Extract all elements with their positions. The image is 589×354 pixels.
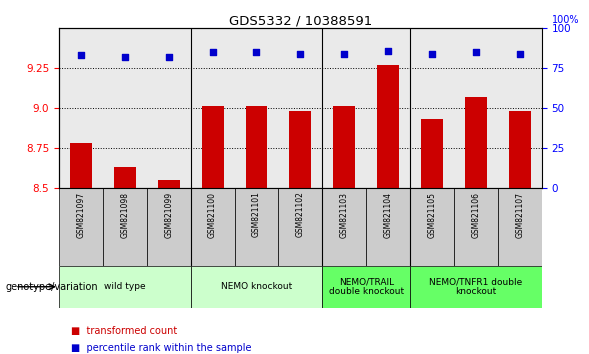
Text: GSM821100: GSM821100	[208, 192, 217, 238]
Text: genotype/variation: genotype/variation	[6, 282, 98, 292]
Point	[164, 54, 173, 60]
Bar	[70, 143, 92, 188]
Bar	[498, 28, 542, 188]
Bar	[465, 97, 487, 188]
Text: GSM821101: GSM821101	[252, 192, 261, 238]
Bar	[421, 119, 443, 188]
Bar	[410, 28, 454, 188]
Bar	[454, 28, 498, 188]
Bar	[103, 188, 147, 266]
Text: wild type: wild type	[104, 282, 145, 291]
Bar	[322, 188, 366, 266]
Point	[208, 50, 217, 55]
Bar	[454, 188, 498, 266]
Bar	[158, 179, 180, 188]
Text: GSM821102: GSM821102	[296, 192, 305, 238]
Bar	[59, 188, 103, 266]
Bar	[103, 28, 147, 188]
Text: GSM821107: GSM821107	[515, 192, 524, 238]
Text: ■  percentile rank within the sample: ■ percentile rank within the sample	[71, 343, 251, 353]
Bar	[279, 28, 322, 188]
Bar	[191, 188, 234, 266]
Bar	[279, 188, 322, 266]
Point	[76, 53, 85, 58]
Bar	[147, 188, 191, 266]
Text: GSM821097: GSM821097	[77, 192, 85, 238]
Text: GSM821103: GSM821103	[340, 192, 349, 238]
Bar	[246, 106, 267, 188]
Text: GSM821106: GSM821106	[472, 192, 481, 238]
Bar	[509, 111, 531, 188]
Bar	[191, 266, 322, 308]
Text: ■  transformed count: ■ transformed count	[71, 326, 177, 336]
Text: GSM821105: GSM821105	[428, 192, 436, 238]
Point	[296, 51, 305, 57]
Point	[252, 50, 261, 55]
Bar	[322, 28, 366, 188]
Bar	[366, 28, 410, 188]
Bar	[114, 167, 135, 188]
Bar	[59, 266, 191, 308]
Bar	[201, 106, 224, 188]
Bar	[234, 188, 279, 266]
Bar	[377, 65, 399, 188]
Bar	[498, 188, 542, 266]
Point	[383, 48, 393, 53]
Bar	[59, 28, 103, 188]
Bar	[410, 266, 542, 308]
Bar	[333, 106, 355, 188]
Point	[428, 51, 437, 57]
Text: 100%: 100%	[551, 15, 579, 25]
Bar	[147, 28, 191, 188]
Bar	[191, 28, 234, 188]
Bar	[234, 28, 279, 188]
Text: NEMO knockout: NEMO knockout	[221, 282, 292, 291]
Point	[515, 51, 525, 57]
Bar	[322, 266, 410, 308]
Text: GSM821099: GSM821099	[164, 192, 173, 238]
Title: GDS5332 / 10388591: GDS5332 / 10388591	[229, 14, 372, 27]
Text: NEMO/TRAIL
double knockout: NEMO/TRAIL double knockout	[329, 277, 404, 296]
Text: GSM821104: GSM821104	[383, 192, 393, 238]
Point	[471, 50, 481, 55]
Text: NEMO/TNFR1 double
knockout: NEMO/TNFR1 double knockout	[429, 277, 522, 296]
Point	[340, 51, 349, 57]
Bar	[289, 111, 312, 188]
Point	[120, 54, 130, 60]
Bar	[410, 188, 454, 266]
Text: GSM821098: GSM821098	[120, 192, 129, 238]
Bar	[366, 188, 410, 266]
